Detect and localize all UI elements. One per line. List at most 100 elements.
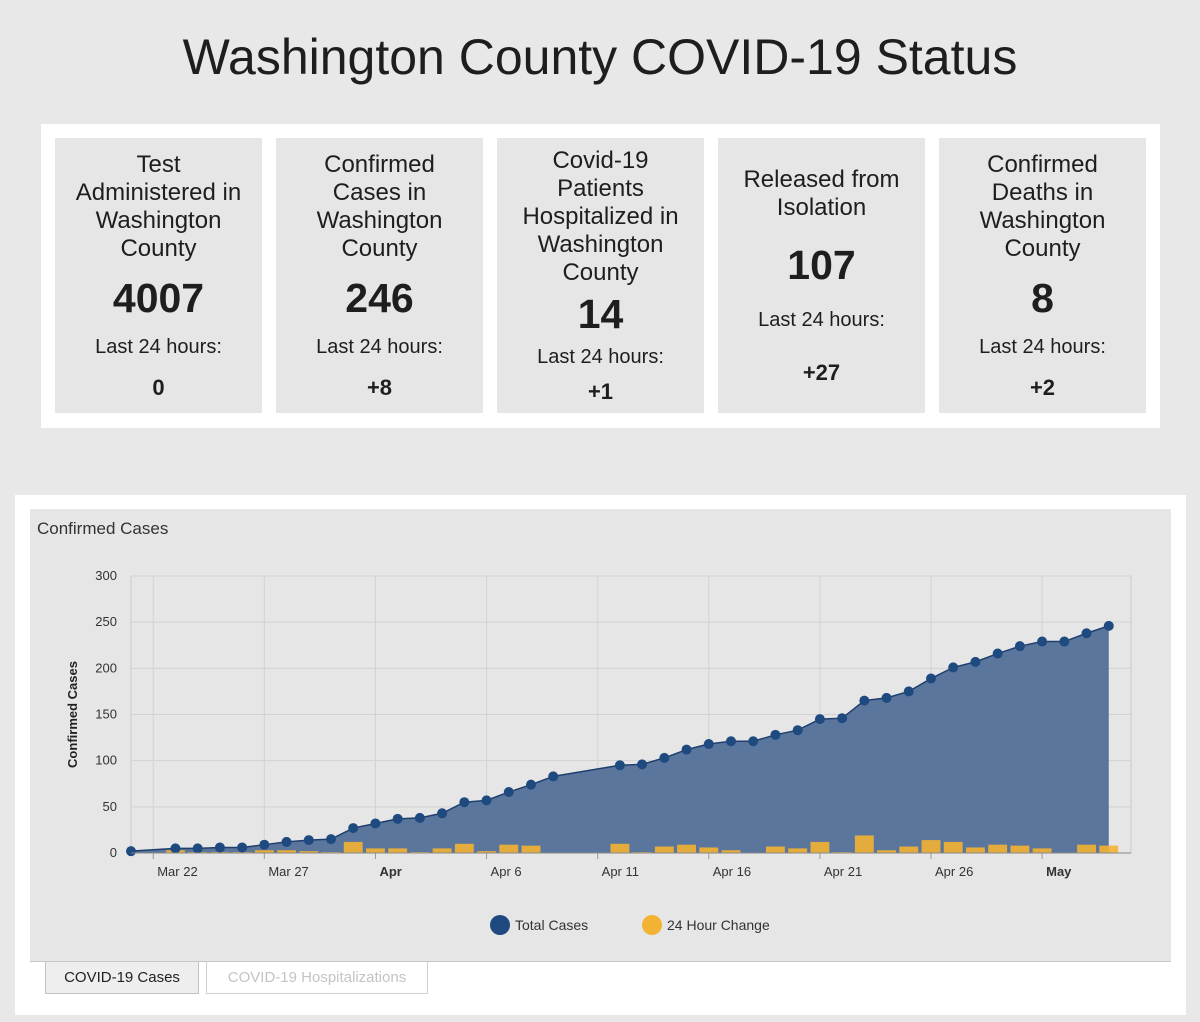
total-cases-point [503, 787, 514, 798]
total-cases-point [348, 823, 359, 834]
change-bar [721, 850, 741, 853]
total-cases-point [992, 648, 1003, 659]
change-bar [854, 835, 874, 853]
x-tick-label: Apr 6 [491, 864, 522, 879]
total-cases-point [837, 713, 848, 724]
stat-card-tests: Test Administered in Washington County 4007… [55, 138, 262, 413]
change-bar [254, 850, 274, 853]
x-tick-label: Apr 26 [935, 864, 973, 879]
change-bar [677, 844, 696, 853]
total-cases-point [792, 725, 803, 736]
change-bar [454, 843, 474, 853]
change-bar [277, 850, 296, 853]
y-tick-label: 150 [95, 707, 117, 722]
total-cases-point [970, 656, 981, 667]
x-tick-label: Apr 16 [713, 864, 751, 879]
stat-sublabel: Last 24 hours: [758, 308, 885, 331]
change-bar [343, 841, 363, 853]
stat-label: Confirmed Deaths in Washington County [979, 150, 1106, 262]
stat-delta: +1 [587, 378, 614, 404]
total-cases-point [1014, 641, 1025, 652]
x-tick-label: Mar 22 [157, 864, 197, 879]
y-tick-label: 100 [95, 753, 117, 768]
change-bar [299, 851, 319, 853]
change-bar [1077, 844, 1096, 853]
stat-value: 4007 [112, 274, 205, 321]
change-bar [966, 847, 985, 853]
stat-label: Test Administered in Washington County [75, 150, 242, 262]
stat-value: 107 [787, 241, 856, 288]
chart-panel: Confirmed Cases 0 50 100 150 200 250 300 Mar 22… [15, 495, 1186, 1015]
chart-title: Confirmed Cases [37, 519, 169, 538]
change-bar [499, 844, 519, 853]
legend-label-24-hour-change: 24 Hour Change [667, 917, 770, 933]
total-cases-point [637, 759, 648, 770]
total-cases-point [170, 843, 181, 854]
total-cases-point [681, 744, 692, 755]
total-cases-point [1081, 628, 1092, 639]
total-cases-point [748, 736, 759, 747]
tab-covid-cases[interactable]: COVID-19 Cases [45, 962, 199, 994]
total-cases-point [903, 686, 914, 697]
total-cases-point [1059, 636, 1070, 647]
total-cases-point [1103, 620, 1114, 631]
change-bar [432, 848, 452, 853]
stat-card-deaths: Confirmed Deaths in Washington County 8 Las… [939, 138, 1146, 413]
total-cases-point [326, 834, 336, 845]
total-cases-point [303, 835, 314, 846]
change-bar [899, 846, 919, 853]
total-cases-point [370, 818, 381, 829]
total-cases-point [814, 714, 825, 725]
y-tick-label: 250 [95, 614, 117, 629]
change-bar [654, 846, 674, 853]
stat-value: 246 [345, 274, 414, 321]
total-cases-point [392, 813, 403, 824]
total-cases-point [459, 797, 470, 808]
total-cases-point [259, 839, 270, 850]
change-bar [766, 846, 785, 853]
change-bar [699, 847, 719, 853]
x-tick-label: Apr 11 [602, 864, 639, 879]
stat-value: 8 [1031, 274, 1054, 321]
change-bar [877, 850, 896, 853]
total-cases-point [414, 812, 425, 823]
stat-card-released: Released from Isolation 107 Last 24 hours… [718, 138, 925, 413]
y-axis-title: Confirmed Cases [65, 661, 80, 768]
page-title: Washington County COVID-19 Status [182, 29, 1018, 85]
total-cases-point [126, 846, 136, 857]
y-tick-label: 300 [95, 568, 117, 583]
x-tick-label: Mar 27 [268, 864, 308, 879]
change-bar [1099, 845, 1119, 853]
y-tick-label: 0 [110, 845, 117, 860]
x-tick-label: May [1046, 864, 1072, 879]
y-tick-label: 200 [95, 660, 117, 675]
stat-sublabel: Last 24 hours: [979, 335, 1106, 358]
stat-card-hospitalized: Covid-19 Patients Hospitalized in Washingto… [497, 138, 704, 413]
stat-delta: +2 [1029, 374, 1056, 400]
stat-delta: +27 [802, 359, 841, 385]
total-cases-point [726, 736, 736, 747]
x-tick-label: Apr [379, 864, 401, 879]
tab-covid-hospitalizations[interactable]: COVID-19 Hospitalizations [206, 962, 428, 994]
stat-delta: 0 [152, 374, 165, 400]
total-cases-point [770, 729, 781, 740]
total-cases-point [481, 795, 492, 806]
legend-label-total-cases: Total Cases [515, 917, 588, 933]
change-bar [988, 844, 1008, 853]
change-bar [610, 843, 630, 853]
stat-delta: +8 [366, 374, 393, 400]
change-bar [521, 845, 541, 853]
total-cases-point [281, 836, 292, 847]
total-cases-point [237, 842, 248, 853]
change-bar [1010, 845, 1030, 853]
total-cases-point [659, 752, 670, 763]
y-tick-label: 50 [103, 799, 117, 814]
stat-sublabel: Last 24 hours: [537, 345, 664, 368]
x-tick-label: Apr 21 [824, 864, 862, 879]
total-cases-area [131, 625, 1109, 853]
stat-sublabel: Last 24 hours: [316, 335, 443, 358]
total-cases-point [548, 771, 559, 782]
stat-label: Released from Isolation [743, 165, 900, 221]
total-cases-point [859, 695, 870, 706]
total-cases-point [1037, 636, 1048, 647]
